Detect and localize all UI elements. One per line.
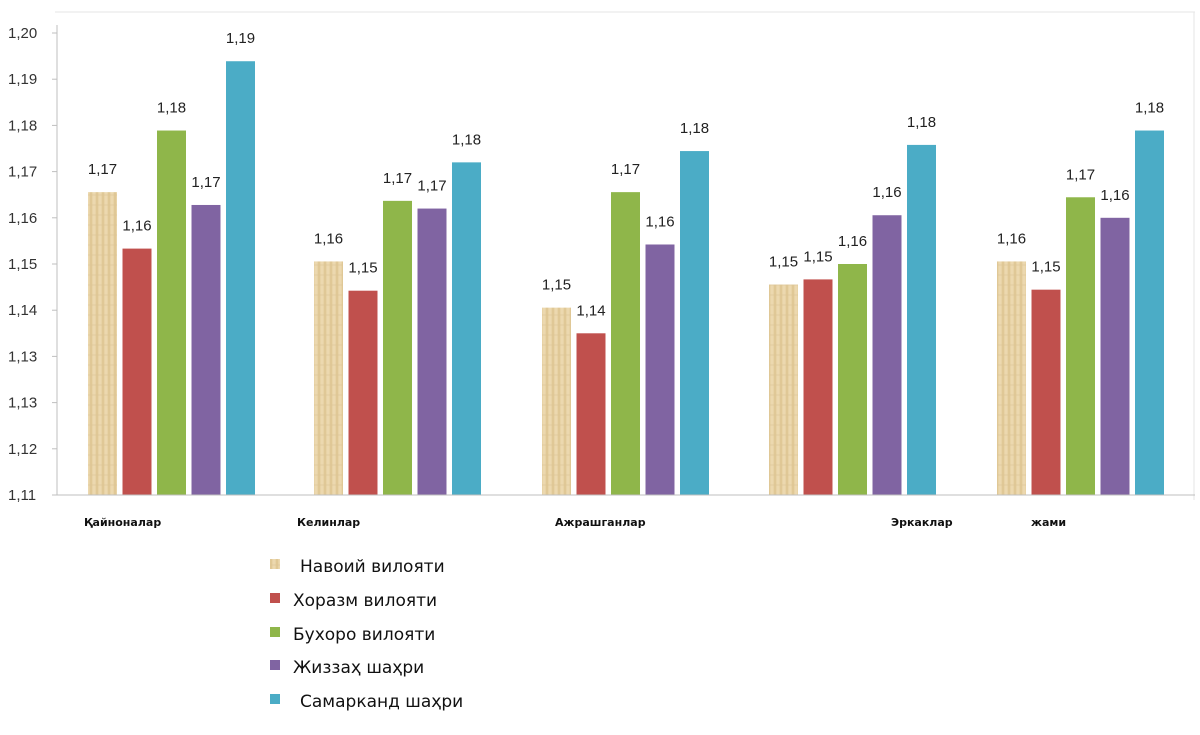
bar — [838, 264, 867, 495]
y-tick-label: 1,16 — [8, 210, 37, 227]
bar — [88, 192, 117, 495]
y-tick-label: 1,11 — [8, 487, 36, 504]
data-label: 1,18 — [1135, 100, 1164, 117]
legend-swatch — [270, 627, 280, 637]
y-tick-label: 1,18 — [8, 117, 37, 134]
bar — [122, 248, 152, 495]
y-tick-label: 1,13 — [8, 348, 37, 365]
data-label: 1,16 — [645, 213, 674, 230]
bars — [88, 61, 1164, 496]
data-label: 1,15 — [1031, 259, 1060, 276]
legend-swatch — [270, 694, 280, 704]
bar — [417, 208, 447, 495]
x-category-label: Эркаклар — [891, 516, 953, 529]
legend-swatch — [270, 559, 280, 569]
data-label: 1,15 — [769, 254, 798, 271]
bar — [645, 244, 675, 495]
data-label: 1,15 — [542, 277, 571, 294]
bar — [157, 130, 186, 496]
x-category-label: Қайноналар — [84, 516, 161, 529]
data-label: 1,16 — [838, 233, 867, 250]
data-label: 1,17 — [417, 178, 446, 195]
data-label: 1,18 — [680, 120, 709, 137]
x-category-label: Ажрашганлар — [555, 516, 646, 529]
y-tick-label: 1,13 — [8, 395, 37, 412]
data-label: 1,15 — [348, 260, 377, 277]
data-label: 1,17 — [383, 170, 412, 187]
data-label: 1,16 — [1100, 187, 1129, 204]
y-tick-label: 1,19 — [8, 71, 37, 88]
data-label: 1,17 — [88, 161, 117, 178]
y-tick-label: 1,12 — [8, 441, 37, 458]
data-label: 1,16 — [122, 218, 151, 235]
legend: Навоий вилояти Хоразм вилояти Бухоро вилоя… — [270, 557, 463, 712]
data-label: 1,18 — [907, 114, 936, 131]
x-category-label: Келинлар — [297, 516, 360, 529]
legend-entry: Бухоро вилояти — [293, 625, 435, 645]
bar — [1066, 197, 1095, 495]
bar — [1031, 289, 1061, 495]
bar — [314, 261, 343, 495]
bar — [452, 162, 481, 496]
y-tick-label: 1,14 — [8, 302, 37, 319]
data-label: 1,16 — [872, 184, 901, 201]
bar — [576, 333, 606, 495]
data-label: 1,14 — [576, 302, 605, 319]
bar — [872, 215, 902, 495]
bar — [997, 261, 1026, 495]
data-label: 1,18 — [157, 100, 186, 117]
bar — [348, 290, 378, 495]
legend-entry: Навоий вилояти — [300, 557, 445, 577]
x-category-label: жами — [1031, 516, 1066, 529]
bar — [1135, 130, 1164, 496]
legend-entry: Самарканд шаҳри — [300, 692, 463, 712]
y-tick-label: 1,17 — [8, 164, 37, 181]
data-label: 1,17 — [611, 161, 640, 178]
bar — [542, 307, 571, 495]
data-label: 1,17 — [1066, 166, 1095, 183]
y-axis: 1,11 1,12 1,13 1,13 1,14 1,15 1,16 1,17 1,18 1,19… — [8, 25, 58, 504]
data-label: 1,16 — [314, 230, 343, 247]
data-label: 1,18 — [452, 131, 481, 148]
bar — [226, 61, 255, 495]
bar — [1100, 217, 1130, 496]
data-label: 1,17 — [191, 174, 220, 191]
bar — [191, 204, 221, 495]
data-label: 1,15 — [803, 248, 832, 265]
bar — [907, 144, 936, 495]
bar — [611, 192, 640, 495]
bar — [769, 284, 798, 495]
legend-entry: Хоразм вилояти — [293, 591, 437, 611]
y-tick-label: 1,20 — [8, 25, 37, 42]
data-label: 1,19 — [226, 30, 255, 47]
data-labels: 1,17 1,16 1,15 1,15 1,16 1,16 1,15 1,14 1,15 1,15… — [88, 30, 1164, 319]
bar — [383, 200, 412, 496]
legend-entry: Жиззаҳ шаҳри — [293, 658, 424, 678]
bar — [680, 151, 709, 496]
y-tick-label: 1,15 — [8, 256, 37, 273]
bar — [803, 279, 833, 495]
data-label: 1,16 — [997, 230, 1026, 247]
x-axis: Қайноналар Келинлар Ажрашганлар Эркаклар жам… — [57, 494, 1195, 529]
legend-swatch — [270, 593, 280, 603]
legend-swatch — [270, 660, 280, 670]
